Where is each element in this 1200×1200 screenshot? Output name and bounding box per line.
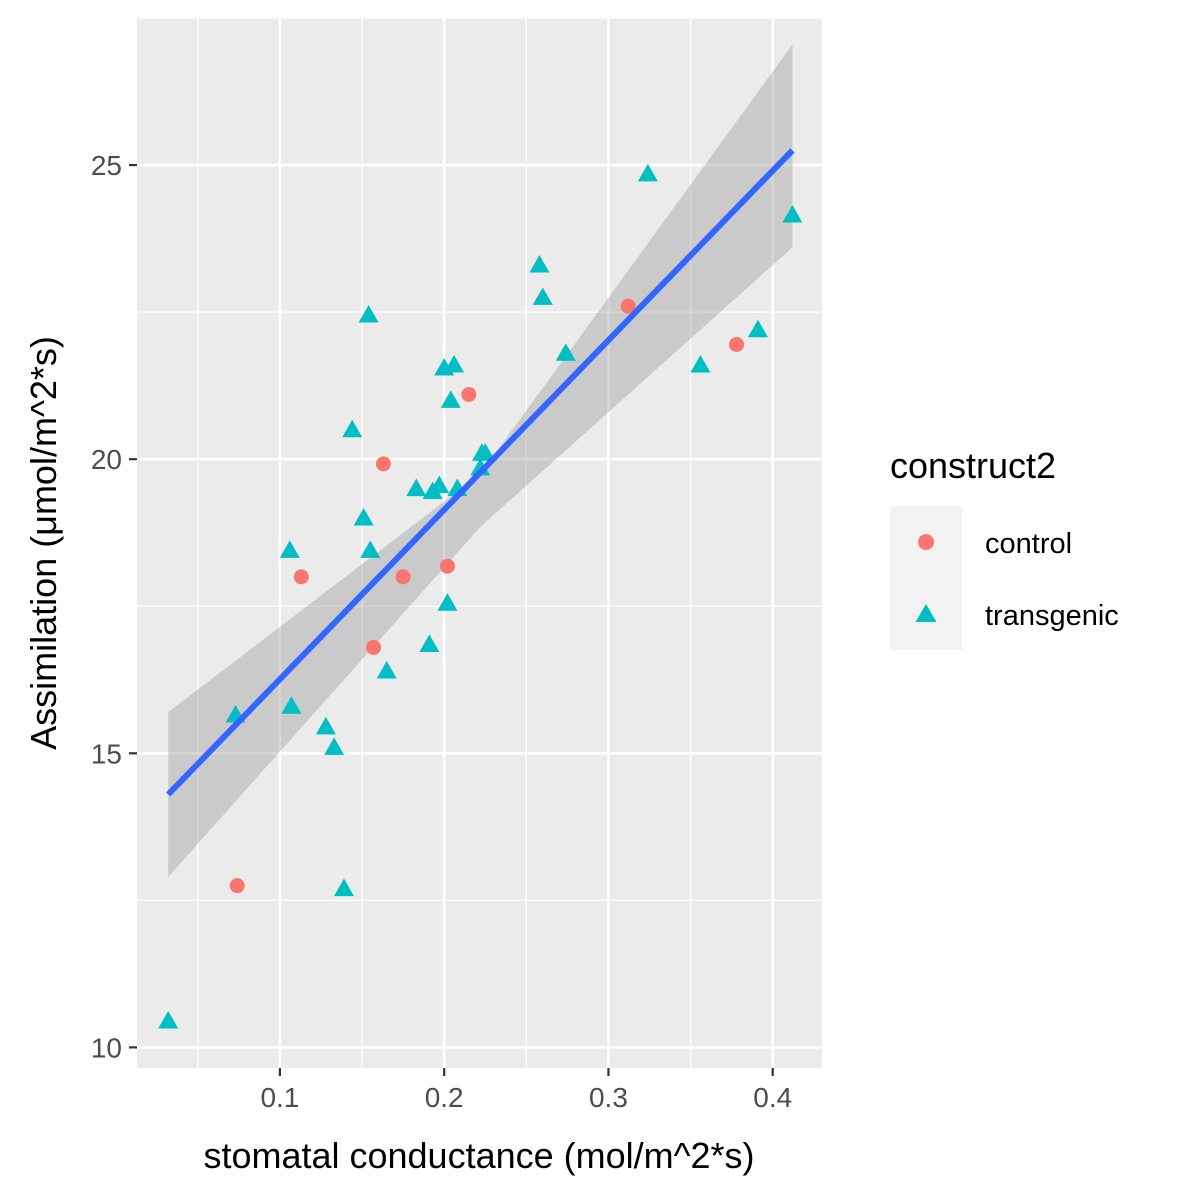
control-points: [229, 298, 745, 894]
transgenic-point: [690, 355, 711, 373]
control-point: [293, 569, 309, 585]
control-point: [366, 639, 382, 655]
legend-title: construct2: [890, 445, 1056, 486]
confidence-band-area: [168, 44, 793, 877]
transgenic-point: [419, 634, 440, 652]
transgenic-point: [360, 540, 381, 558]
transgenic-point: [281, 696, 302, 714]
transgenic-point: [529, 255, 550, 273]
regression-line: [166, 148, 795, 797]
x-axis-title: stomatal conductance (mol/m^2*s): [203, 1135, 754, 1176]
transgenic-point: [444, 355, 465, 373]
y-tick-label: 25: [91, 150, 122, 181]
transgenic-point: [358, 305, 379, 323]
y-axis-ticks: 10 15 20 25: [91, 150, 137, 1063]
legend-symbol-control: [918, 534, 934, 550]
legend: construct2 control transgenic: [890, 445, 1119, 650]
transgenic-point: [637, 163, 658, 182]
transgenic-point: [747, 319, 768, 338]
confidence-band: [168, 44, 793, 877]
y-tick-label: 10: [91, 1032, 122, 1063]
transgenic-point: [429, 475, 450, 494]
transgenic-point: [353, 508, 374, 526]
x-axis-ticks: 0.1 0.2 0.3 0.4: [260, 1068, 792, 1113]
plot-panel: [137, 18, 822, 1068]
control-point: [461, 386, 477, 402]
transgenic-point: [333, 878, 354, 897]
control-point: [729, 336, 745, 352]
x-tick-label: 0.4: [753, 1082, 792, 1113]
legend-label-control: control: [985, 528, 1072, 560]
transgenic-point: [376, 660, 397, 679]
y-tick-label: 15: [91, 738, 122, 769]
transgenic-point: [782, 205, 803, 223]
transgenic-point: [324, 737, 345, 755]
transgenic-point: [406, 478, 427, 497]
legend-symbol-transgenic: [915, 604, 937, 622]
regression-line-path: [166, 148, 795, 797]
y-axis-title: Assimilation (μmol/m^2*s): [23, 336, 64, 750]
minor-gridlines: [137, 17, 822, 1068]
control-point: [375, 456, 391, 472]
x-tick-label: 0.1: [260, 1082, 299, 1113]
control-point: [395, 569, 411, 585]
transgenic-point: [440, 390, 461, 408]
control-point: [620, 298, 636, 314]
transgenic-point: [475, 443, 496, 461]
transgenic-point: [158, 1010, 179, 1029]
control-point: [229, 878, 245, 894]
transgenic-point: [532, 287, 553, 305]
x-tick-label: 0.2: [425, 1082, 464, 1113]
x-tick-label: 0.3: [589, 1082, 628, 1113]
transgenic-point: [437, 593, 458, 611]
control-point: [439, 558, 455, 574]
transgenic-point: [279, 540, 300, 558]
y-tick-label: 20: [91, 444, 122, 475]
transgenic-point: [342, 419, 363, 438]
transgenic-point: [555, 343, 576, 361]
transgenic-point: [315, 716, 336, 735]
legend-label-transgenic: transgenic: [985, 600, 1119, 632]
